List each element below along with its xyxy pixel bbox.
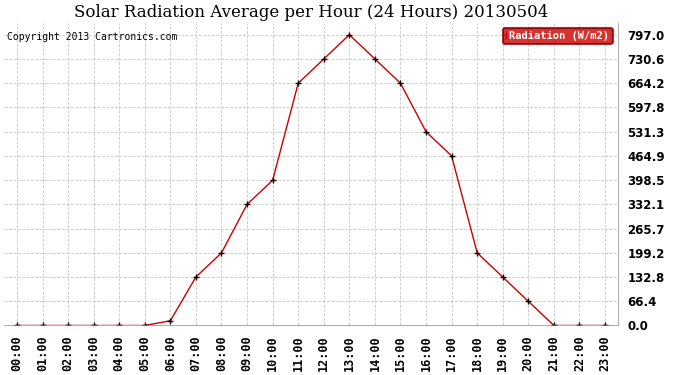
Legend: Radiation (W/m2): Radiation (W/m2) (503, 28, 613, 44)
Title: Solar Radiation Average per Hour (24 Hours) 20130504: Solar Radiation Average per Hour (24 Hou… (74, 4, 548, 21)
Text: Copyright 2013 Cartronics.com: Copyright 2013 Cartronics.com (7, 32, 177, 42)
